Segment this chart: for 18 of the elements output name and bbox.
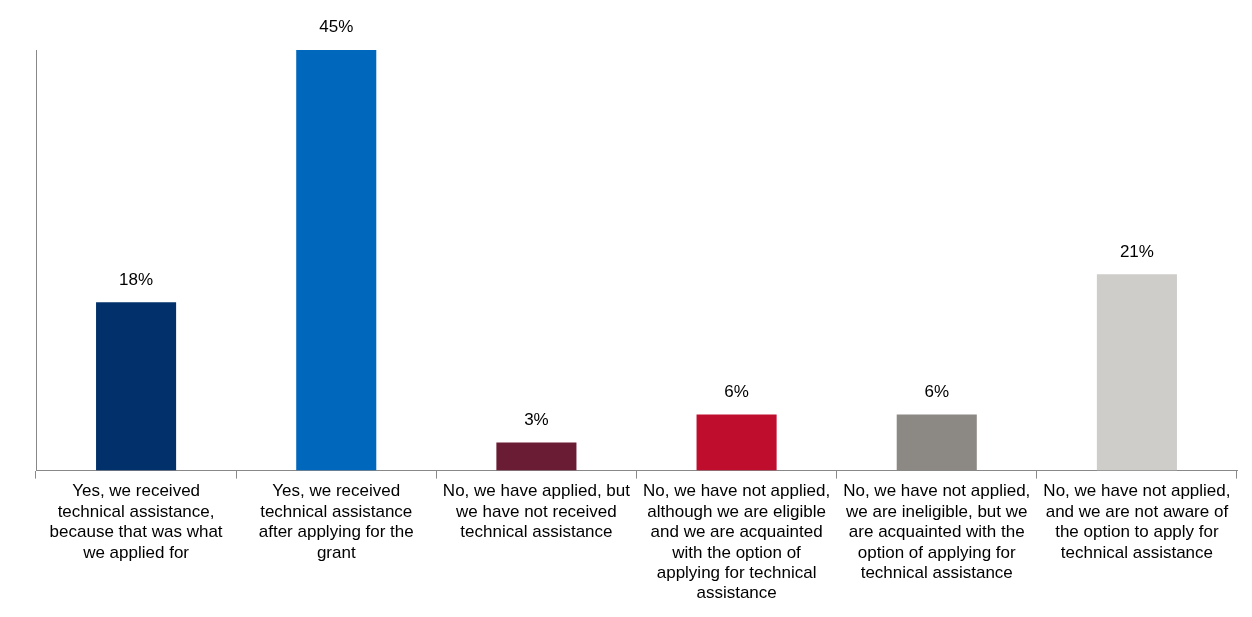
data-label: 6% [724,381,749,401]
data-label: 21% [1119,241,1154,261]
bar [696,414,777,471]
x-tick-label: Yes, we received technical assistance, because that was what we applied for [49,481,223,562]
data-label: 45% [319,17,354,37]
x-tick-label: No, we have applied, but we have not received technical assistance [442,481,631,542]
x-tick-label: No, we have not applied, although we are eligible and we are acquainted with the option of applying for technical assistance [643,481,831,603]
x-tick-label: No, we have not applied, and we are not aware of the option to apply for technical assistance [1043,481,1231,562]
x-tick-label: No, we have not applied, we are ineligible, but we are acquainted with the option of applying for technical assistance [843,481,1031,583]
data-label: 3% [524,409,549,429]
bar [296,50,377,471]
bar [96,302,177,471]
bar [896,414,977,471]
bar [1096,274,1177,471]
data-label: 18% [119,269,154,289]
bar [496,442,577,471]
x-tick-label: Yes, we received technical assistance after applying for the grant [258,481,414,562]
data-label: 6% [924,381,950,401]
